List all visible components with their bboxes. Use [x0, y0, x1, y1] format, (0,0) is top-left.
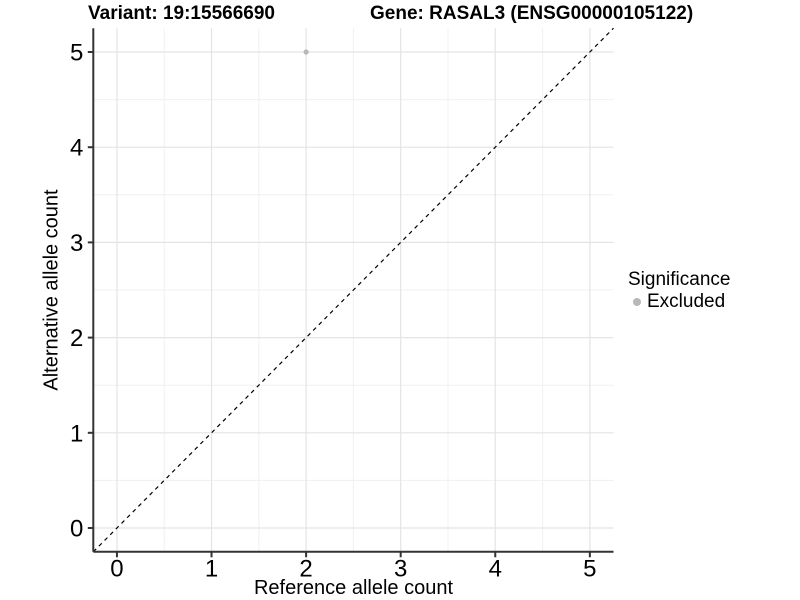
- x-tick-labels: 0 1 2 3 4 5: [110, 556, 596, 583]
- grid-major: [93, 28, 614, 552]
- grid-minor: [93, 28, 614, 552]
- y-tick-label: 4: [70, 135, 83, 162]
- x-tick-label: 3: [394, 556, 407, 583]
- axis-lines: [92, 28, 614, 553]
- x-tick-label: 5: [583, 556, 596, 583]
- axis-ticks: [87, 51, 591, 558]
- series-excluded: [303, 49, 309, 55]
- y-tick-label: 2: [70, 325, 83, 352]
- excluded-point-icon: [633, 297, 641, 306]
- legend-entry-label: Excluded: [647, 291, 726, 312]
- legend: Significance Excluded: [628, 269, 730, 312]
- x-tick-label: 0: [110, 556, 123, 583]
- x-axis-title: Reference allele count: [253, 577, 453, 599]
- y-tick-label: 3: [70, 230, 83, 257]
- identity-line: [92, 27, 614, 553]
- variant-title: Variant: 19:15566690: [88, 3, 275, 24]
- legend-entry-excluded: Excluded: [628, 291, 730, 312]
- y-axis-title: Alternative allele count: [40, 189, 63, 391]
- y-tick-label: 0: [70, 516, 83, 543]
- y-tick-labels: 0 1 2 3 4 5: [70, 40, 83, 543]
- y-tick-label: 1: [70, 420, 83, 447]
- x-tick-label: 2: [299, 556, 312, 583]
- gene-title: Gene: RASAL3 (ENSG00000105122): [370, 3, 694, 24]
- legend-title: Significance: [628, 269, 731, 290]
- y-tick-label: 5: [70, 40, 83, 67]
- x-tick-label: 4: [489, 556, 502, 583]
- x-tick-label: 1: [205, 556, 218, 583]
- data-point: [303, 49, 309, 55]
